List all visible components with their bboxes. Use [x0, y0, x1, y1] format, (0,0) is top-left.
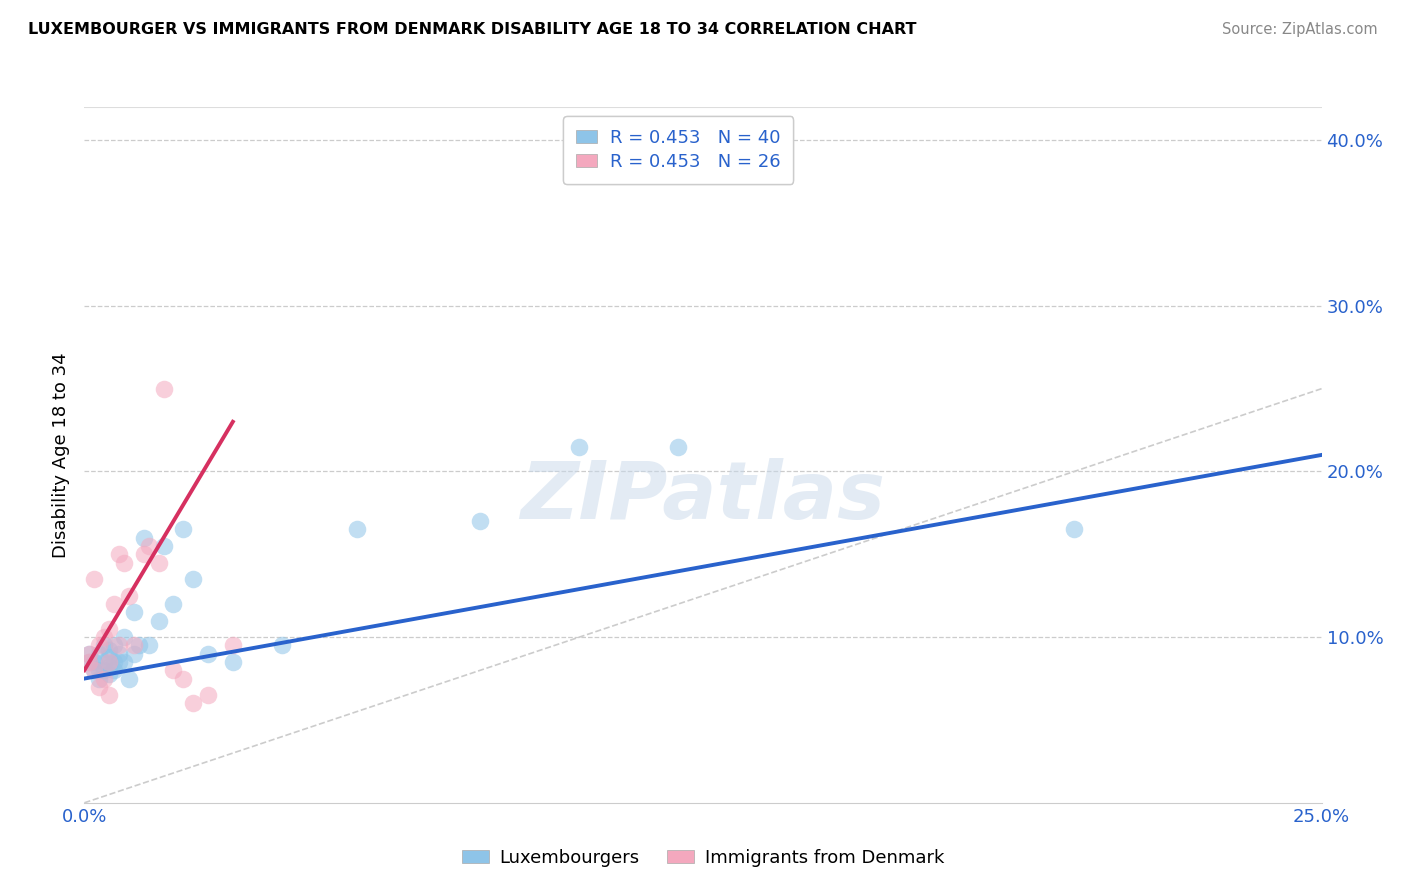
Point [346, 523, 368, 537]
Point [98, 688, 121, 702]
Point [118, 672, 141, 686]
Point [122, 639, 145, 653]
Point [98, 655, 121, 669]
Point [89, 672, 111, 686]
Point [83, 663, 105, 677]
Point [93, 639, 115, 653]
Point [98, 660, 121, 674]
Point [138, 539, 160, 553]
Point [79, 655, 101, 669]
Point [162, 597, 184, 611]
Point [93, 630, 115, 644]
Point [79, 655, 101, 669]
Point [79, 647, 101, 661]
Point [89, 639, 111, 653]
Point [568, 440, 591, 454]
Point [152, 382, 174, 396]
Point [83, 655, 105, 669]
Point [93, 672, 115, 686]
Point [172, 523, 194, 537]
Point [108, 639, 131, 653]
Point [112, 655, 135, 669]
Legend: R = 0.453   N = 40, R = 0.453   N = 26: R = 0.453 N = 40, R = 0.453 N = 26 [564, 116, 793, 184]
Point [98, 643, 121, 657]
Point [122, 605, 145, 619]
Point [122, 647, 145, 661]
Point [93, 663, 115, 677]
Point [93, 655, 115, 669]
Point [181, 572, 204, 586]
Point [222, 639, 245, 653]
Point [98, 650, 121, 665]
Point [118, 589, 141, 603]
Point [103, 597, 125, 611]
Point [89, 680, 111, 694]
Point [148, 556, 170, 570]
Point [108, 655, 131, 669]
Point [108, 547, 131, 561]
Point [271, 639, 294, 653]
Point [152, 539, 174, 553]
Legend: Luxembourgers, Immigrants from Denmark: Luxembourgers, Immigrants from Denmark [454, 842, 952, 874]
Point [132, 531, 155, 545]
Text: ZIPatlas: ZIPatlas [520, 458, 886, 536]
Point [148, 614, 170, 628]
Point [470, 514, 492, 528]
Point [103, 655, 125, 669]
Point [79, 647, 101, 661]
Point [89, 647, 111, 661]
Point [181, 697, 204, 711]
Point [172, 672, 194, 686]
Point [89, 663, 111, 677]
Point [98, 622, 121, 636]
Point [197, 688, 219, 702]
Point [108, 647, 131, 661]
Point [138, 639, 160, 653]
Text: Source: ZipAtlas.com: Source: ZipAtlas.com [1222, 22, 1378, 37]
Point [162, 663, 184, 677]
Point [98, 666, 121, 681]
Point [83, 572, 105, 586]
Point [1063, 523, 1085, 537]
Point [112, 630, 135, 644]
Point [83, 663, 105, 677]
Text: LUXEMBOURGER VS IMMIGRANTS FROM DENMARK DISABILITY AGE 18 TO 34 CORRELATION CHAR: LUXEMBOURGER VS IMMIGRANTS FROM DENMARK … [28, 22, 917, 37]
Point [197, 647, 219, 661]
Y-axis label: Disability Age 18 to 34: Disability Age 18 to 34 [52, 352, 70, 558]
Point [103, 639, 125, 653]
Point [222, 655, 245, 669]
Point [666, 440, 689, 454]
Point [132, 547, 155, 561]
Point [128, 639, 150, 653]
Point [103, 663, 125, 677]
Point [112, 556, 135, 570]
